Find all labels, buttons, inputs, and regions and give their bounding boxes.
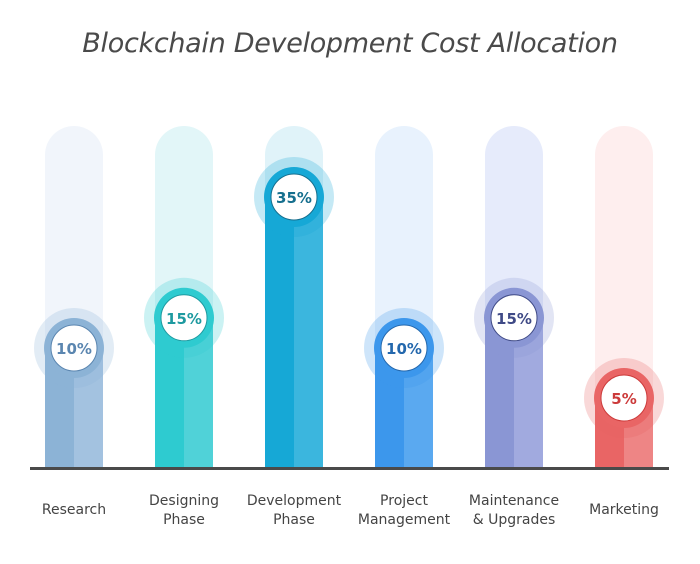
value-badge [380,324,428,372]
category-label: Phase [163,512,205,528]
value-label: 35% [276,189,312,207]
category-label: & Upgrades [473,512,556,528]
x-axis-baseline [30,467,669,470]
category-label: Research [42,502,106,518]
value-label: 10% [56,340,92,358]
category-label: Designing [149,493,219,509]
value-badge [490,294,538,342]
value-badge [600,374,648,422]
value-label: 15% [166,310,202,328]
value-badge [160,294,208,342]
value-label: 10% [386,340,422,358]
category-label: Development [247,493,342,509]
category-label: Project [380,493,428,509]
chart-title: Blockchain Development Cost Allocation [82,28,618,59]
value-badge [270,173,318,221]
value-label: 5% [611,390,636,408]
category-label: Marketing [589,502,659,518]
category-label: Maintenance [469,493,559,509]
category-label: Management [358,512,451,528]
value-label: 15% [496,310,532,328]
category-label: Phase [273,512,315,528]
bar-fill-highlight [294,197,323,468]
value-badge [50,324,98,372]
bar-fill [265,197,294,468]
